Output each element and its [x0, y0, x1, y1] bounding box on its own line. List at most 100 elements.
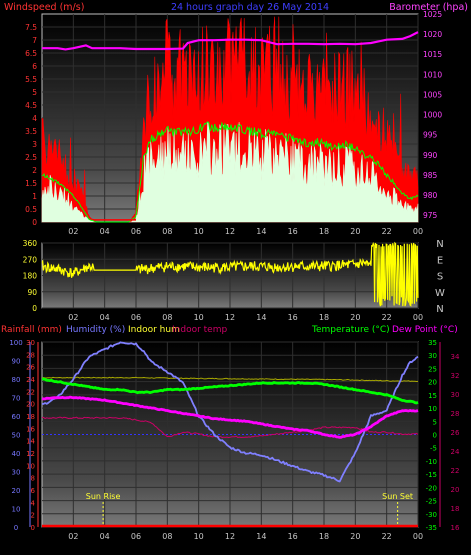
x-tick-label: 10	[194, 313, 204, 322]
x-tick-label: 02	[68, 532, 78, 541]
x-tick-label: 20	[350, 313, 360, 322]
x-tick-label: 12	[225, 227, 235, 236]
rain-tick: 4	[31, 499, 36, 507]
wind-chart-title: 24 hours graph day 26 May 2014	[171, 2, 329, 13]
x-tick-label: 22	[382, 227, 392, 236]
temperature-tick: 5	[433, 418, 437, 426]
x-tick-label: 12	[225, 532, 235, 541]
x-tick-label: 14	[256, 532, 266, 541]
x-tick-label: 02	[68, 313, 78, 322]
temperature-tick: 15	[428, 392, 437, 400]
temperature-tick: -20	[426, 484, 437, 492]
humidity-tick: 100	[9, 339, 22, 347]
temperature-tick: 30	[428, 352, 437, 360]
x-tick-label: 04	[100, 313, 110, 322]
humidity-tick: 10	[12, 506, 21, 514]
wind-left-tick: 1	[32, 192, 37, 201]
humidity-series	[41, 341, 419, 483]
baro-right-tick: 1015	[423, 50, 442, 59]
baro-right-tick: 1025	[423, 10, 442, 19]
wind-left-tick: 4.5	[25, 101, 37, 110]
rain-tick: 20	[26, 401, 35, 409]
direction-left-tick: 90	[27, 288, 37, 297]
rain-tick: 28	[26, 351, 35, 359]
indoor-temp-tick: 16	[451, 524, 460, 532]
baro-axis-title: Barometer (hpa)	[389, 2, 468, 13]
wind-left-tick: 4	[32, 114, 37, 123]
legend-entry: Indoor temp	[172, 325, 227, 335]
x-tick-label: 06	[131, 313, 141, 322]
wind-left-tick: 5	[32, 88, 37, 97]
compass-label: E	[437, 255, 443, 266]
legend-entry: Dew Point (°C)	[392, 325, 458, 335]
x-tick-label: 04	[100, 532, 110, 541]
wind-left-tick: 3	[32, 140, 37, 149]
sunset-label: Sun Set	[382, 492, 413, 501]
x-tick-label: 22	[382, 532, 392, 541]
wind-left-tick: 1.5	[25, 179, 37, 188]
direction-left-tick: 0	[32, 304, 37, 313]
x-tick-label: 04	[100, 227, 110, 236]
x-tick-label: 00	[413, 227, 423, 236]
rain-tick: 14	[26, 438, 35, 446]
x-tick-label: 14	[256, 313, 266, 322]
legend-entry: Rainfall (mm)	[1, 325, 62, 335]
wind-left-tick: 0.5	[25, 205, 37, 214]
temperature-tick: 25	[428, 365, 437, 373]
indoor-temp-tick: 34	[451, 353, 460, 361]
humidity-tick: 50	[12, 432, 21, 440]
baro-right-tick: 985	[423, 171, 438, 180]
baro-right-tick: 1020	[423, 30, 442, 39]
temperature-tick: 20	[428, 379, 437, 387]
sunrise-label: Sun Rise	[86, 492, 121, 501]
baro-right-tick: 990	[423, 151, 438, 160]
x-tick-label: 20	[350, 227, 360, 236]
x-tick-label: 08	[162, 313, 172, 322]
wind-left-tick: 6	[32, 62, 37, 71]
legend-entry: Indoor hum	[128, 325, 180, 335]
x-tick-label: 08	[162, 227, 172, 236]
x-tick-label: 06	[131, 532, 141, 541]
baro-right-tick: 975	[423, 211, 438, 220]
x-tick-label: 16	[288, 532, 298, 541]
x-tick-label: 18	[319, 532, 329, 541]
direction-left-tick: 360	[23, 239, 38, 248]
dew-point-series	[41, 395, 419, 439]
indoor-temp-tick: 22	[451, 467, 460, 475]
indoor-temp-tick: 28	[451, 410, 460, 418]
x-tick-label: 06	[131, 227, 141, 236]
barometer-series	[42, 31, 419, 51]
temperature-tick: -10	[426, 458, 437, 466]
x-tick-label: 10	[194, 532, 204, 541]
rain-tick: 2	[31, 512, 35, 520]
legend-entry: Humidity (%)	[66, 325, 125, 335]
temperature-tick: -30	[426, 511, 437, 519]
humidity-tick: 30	[12, 469, 21, 477]
humidity-tick: 60	[12, 413, 21, 421]
rain-tick: 26	[26, 364, 35, 372]
indoor-temp-series	[41, 416, 419, 439]
wind-average-series	[41, 121, 419, 223]
direction-left-tick: 180	[23, 272, 38, 281]
x-tick-label: 20	[350, 532, 360, 541]
indoor-temp-tick: 24	[451, 448, 460, 456]
temperature-tick: 0	[433, 432, 437, 440]
x-tick-label: 00	[413, 532, 423, 541]
wind-left-tick: 2	[32, 166, 37, 175]
rain-tick: 18	[26, 413, 35, 421]
humidity-tick: 80	[12, 376, 21, 384]
humidity-tick: 70	[12, 395, 21, 403]
indoor-temp-tick: 32	[451, 372, 460, 380]
rain-tick: 0	[31, 524, 35, 532]
wind-left-tick: 7.5	[25, 23, 37, 32]
baro-right-tick: 1010	[423, 70, 442, 79]
temperature-tick: 10	[428, 405, 437, 413]
rain-tick: 30	[26, 339, 35, 347]
indoor-temp-tick: 30	[451, 391, 460, 399]
baro-right-tick: 1000	[423, 111, 442, 120]
legend-entry: Temperature (°C)	[311, 325, 390, 335]
indoor-temp-tick: 26	[451, 429, 460, 437]
